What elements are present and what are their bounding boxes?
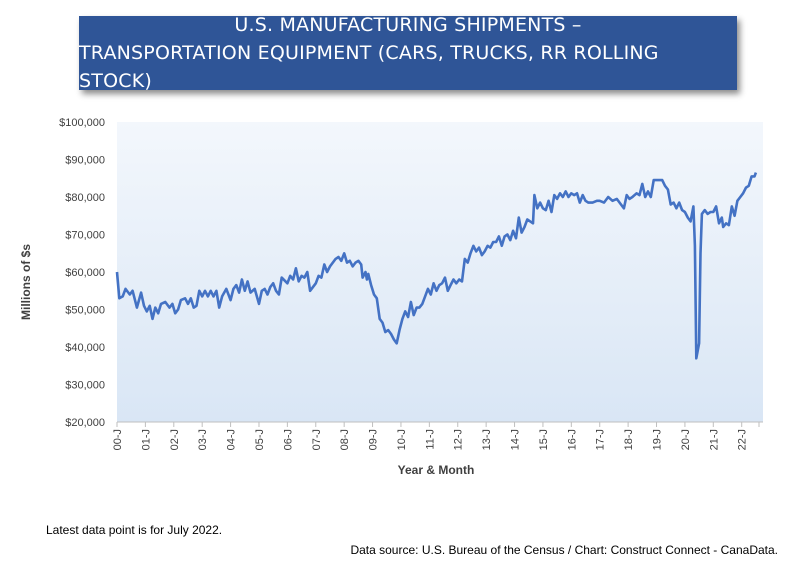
x-tick-label: 02-J — [169, 429, 181, 450]
chart-title-line-2: TRANSPORTATION EQUIPMENT (CARS, TRUCKS, … — [79, 42, 659, 92]
x-tick-label: 20-J — [680, 429, 692, 450]
x-tick-label: 18-J — [623, 429, 635, 450]
x-tick-label: 06-J — [282, 429, 294, 450]
y-tick-label: $90,000 — [65, 155, 105, 167]
plot-area — [117, 122, 763, 422]
x-tick-label: 15-J — [538, 429, 550, 450]
x-tick-label: 13-J — [481, 429, 493, 450]
y-axis-title: Millions of $s — [19, 244, 33, 320]
x-tick-label: 12-J — [453, 429, 465, 450]
chart-title-box: U.S. MANUFACTURING SHIPMENTS – TRANSPORT… — [79, 14, 737, 92]
x-axis-title: Year & Month — [398, 463, 475, 477]
y-tick-label: $20,000 — [65, 417, 105, 429]
y-axis: $100,000 $90,000 $80,000 $70,000 $60,000 $50,… — [59, 117, 105, 429]
x-tick-label: 07-J — [311, 429, 323, 450]
data-source-note: Data source: U.S. Bureau of the Census /… — [350, 543, 778, 557]
x-tick-label: 00-J — [112, 429, 124, 450]
x-tick-label: 01-J — [140, 429, 152, 450]
x-tick-label: 14-J — [510, 429, 522, 450]
y-tick-label: $30,000 — [65, 380, 105, 392]
x-tick-label: 11-J — [424, 429, 436, 450]
y-tick-label: $80,000 — [65, 192, 105, 204]
x-tick-label: 19-J — [652, 429, 664, 450]
x-tick-label: 16-J — [566, 429, 578, 450]
x-tick-label: 08-J — [339, 429, 351, 450]
x-tick-label: 09-J — [368, 429, 380, 450]
series-line — [115, 172, 758, 360]
y-tick-label: $100,000 — [59, 117, 105, 129]
y-tick-label: $60,000 — [65, 267, 105, 279]
x-tick-label: 03-J — [197, 429, 209, 450]
x-tick-label: 17-J — [595, 429, 607, 450]
x-tick-label: 04-J — [226, 429, 238, 450]
y-tick-label: $70,000 — [65, 230, 105, 242]
x-tick-label: 10-J — [396, 429, 408, 450]
x-tick-label: 05-J — [254, 429, 266, 450]
y-tick-label: $40,000 — [65, 342, 105, 354]
x-axis: 00-J 01-J 02-J 03-J 04-J 05-J 06-J 07-J 08-J 09-J… — [112, 421, 763, 450]
latest-data-note: Latest data point is for July 2022. — [46, 523, 223, 537]
y-tick-label: $50,000 — [65, 305, 105, 317]
chart-title-line-1: U.S. MANUFACTURING SHIPMENTS – — [234, 14, 582, 36]
x-tick-label: 22-J — [737, 429, 749, 450]
x-tick-label: 21-J — [708, 429, 720, 450]
